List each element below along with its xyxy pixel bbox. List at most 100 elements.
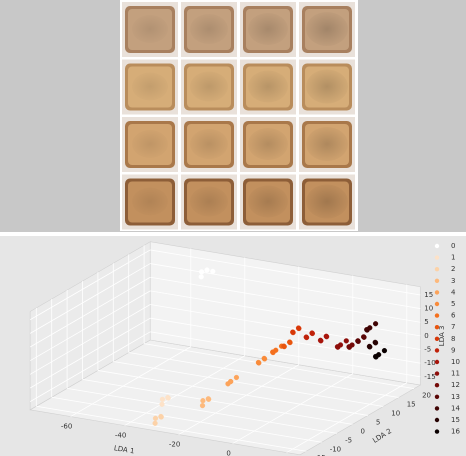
legend-marker	[435, 279, 439, 283]
legend-marker	[435, 244, 439, 248]
legend-marker	[435, 313, 439, 317]
y-tick-label: 20	[422, 392, 431, 400]
legend-marker	[435, 406, 439, 410]
legend-label: 9	[451, 346, 455, 354]
point	[159, 415, 164, 420]
point	[160, 402, 165, 407]
z-tick-label: 0	[424, 332, 428, 340]
point	[201, 398, 206, 403]
legend-label: 15	[451, 416, 460, 424]
point	[364, 327, 369, 332]
y-tick-label: -10	[330, 445, 341, 453]
legend-label: 0	[451, 242, 455, 250]
point	[270, 350, 275, 355]
legend-marker	[435, 255, 439, 259]
toast-browning	[248, 128, 288, 160]
y-tick-label: 0	[361, 427, 365, 435]
legend-label: 7	[451, 323, 455, 331]
point	[382, 348, 387, 353]
point	[367, 344, 372, 349]
legend-label: 6	[451, 312, 456, 320]
point	[373, 340, 378, 345]
legend-marker	[435, 418, 439, 422]
point	[304, 335, 309, 340]
z-tick-label: -15	[424, 373, 435, 381]
point	[296, 326, 301, 331]
point	[206, 397, 211, 402]
legend-label: 2	[451, 265, 455, 273]
legend-label: 16	[451, 428, 460, 436]
toast-browning	[190, 187, 228, 217]
toast-browning	[132, 15, 168, 43]
legend-marker	[435, 360, 439, 364]
legend-marker	[435, 302, 439, 306]
legend-label: 4	[451, 288, 456, 296]
legend-label: 11	[451, 370, 460, 378]
toast-browning	[306, 127, 348, 161]
x-tick-label: -40	[115, 432, 126, 440]
legend-marker	[435, 325, 439, 329]
z-axis-label: LDA 3	[438, 326, 446, 347]
point	[200, 403, 205, 408]
point	[335, 344, 340, 349]
point	[344, 338, 349, 343]
point	[153, 421, 158, 426]
point	[262, 356, 267, 361]
toast-browning	[248, 13, 288, 45]
x-tick-label: -20	[169, 441, 180, 449]
point	[324, 334, 329, 339]
point	[373, 354, 378, 359]
legend-marker	[435, 267, 439, 271]
point	[210, 269, 215, 274]
legend-marker	[435, 429, 439, 433]
legend-label: 10	[451, 358, 460, 366]
legend-marker	[435, 348, 439, 352]
y-tick-label: 10	[391, 409, 400, 417]
toast-browning	[190, 72, 228, 102]
toast-browning	[248, 186, 288, 218]
toast-browning	[306, 185, 348, 219]
x-tick-label: -60	[61, 423, 72, 431]
legend-marker	[435, 290, 439, 294]
legend-label: 12	[451, 381, 460, 389]
point	[205, 268, 210, 273]
legend-marker	[435, 383, 439, 387]
toast-browning	[248, 71, 288, 103]
y-tick-label: -5	[345, 436, 352, 444]
legend-marker	[435, 395, 439, 399]
legend-label: 3	[451, 277, 455, 285]
point	[318, 338, 323, 343]
toast-browning	[132, 188, 168, 216]
toast-browning	[190, 129, 228, 159]
z-tick-label: 15	[424, 291, 433, 299]
point	[228, 379, 233, 384]
toast-browning	[190, 14, 228, 44]
z-tick-label: 5	[424, 318, 428, 326]
x-tick-label: 0	[226, 450, 230, 456]
z-tick-label: -5	[424, 346, 431, 354]
point	[199, 274, 204, 279]
toast-browning	[132, 73, 168, 101]
z-tick-label: 10	[424, 305, 433, 313]
y-tick-label: 15	[407, 401, 416, 409]
point	[199, 269, 204, 274]
legend-label: 1	[451, 254, 455, 262]
point	[287, 340, 292, 345]
point	[234, 375, 239, 380]
legend-label: 8	[451, 335, 455, 343]
toast-browning	[132, 130, 168, 158]
point	[153, 416, 158, 421]
z-tick-label: -10	[424, 359, 435, 367]
legend-label: 14	[451, 404, 460, 412]
legend-label: 13	[451, 393, 460, 401]
point	[166, 396, 171, 401]
toast-browning	[306, 12, 348, 46]
screenshot: -60-40-20020-15-10-505101520-15-10-50510…	[0, 0, 466, 456]
point	[361, 334, 366, 339]
point	[373, 321, 378, 326]
point	[281, 344, 286, 349]
point	[355, 339, 360, 344]
point	[290, 330, 295, 335]
point	[160, 397, 165, 402]
y-tick-label: 5	[376, 418, 380, 426]
